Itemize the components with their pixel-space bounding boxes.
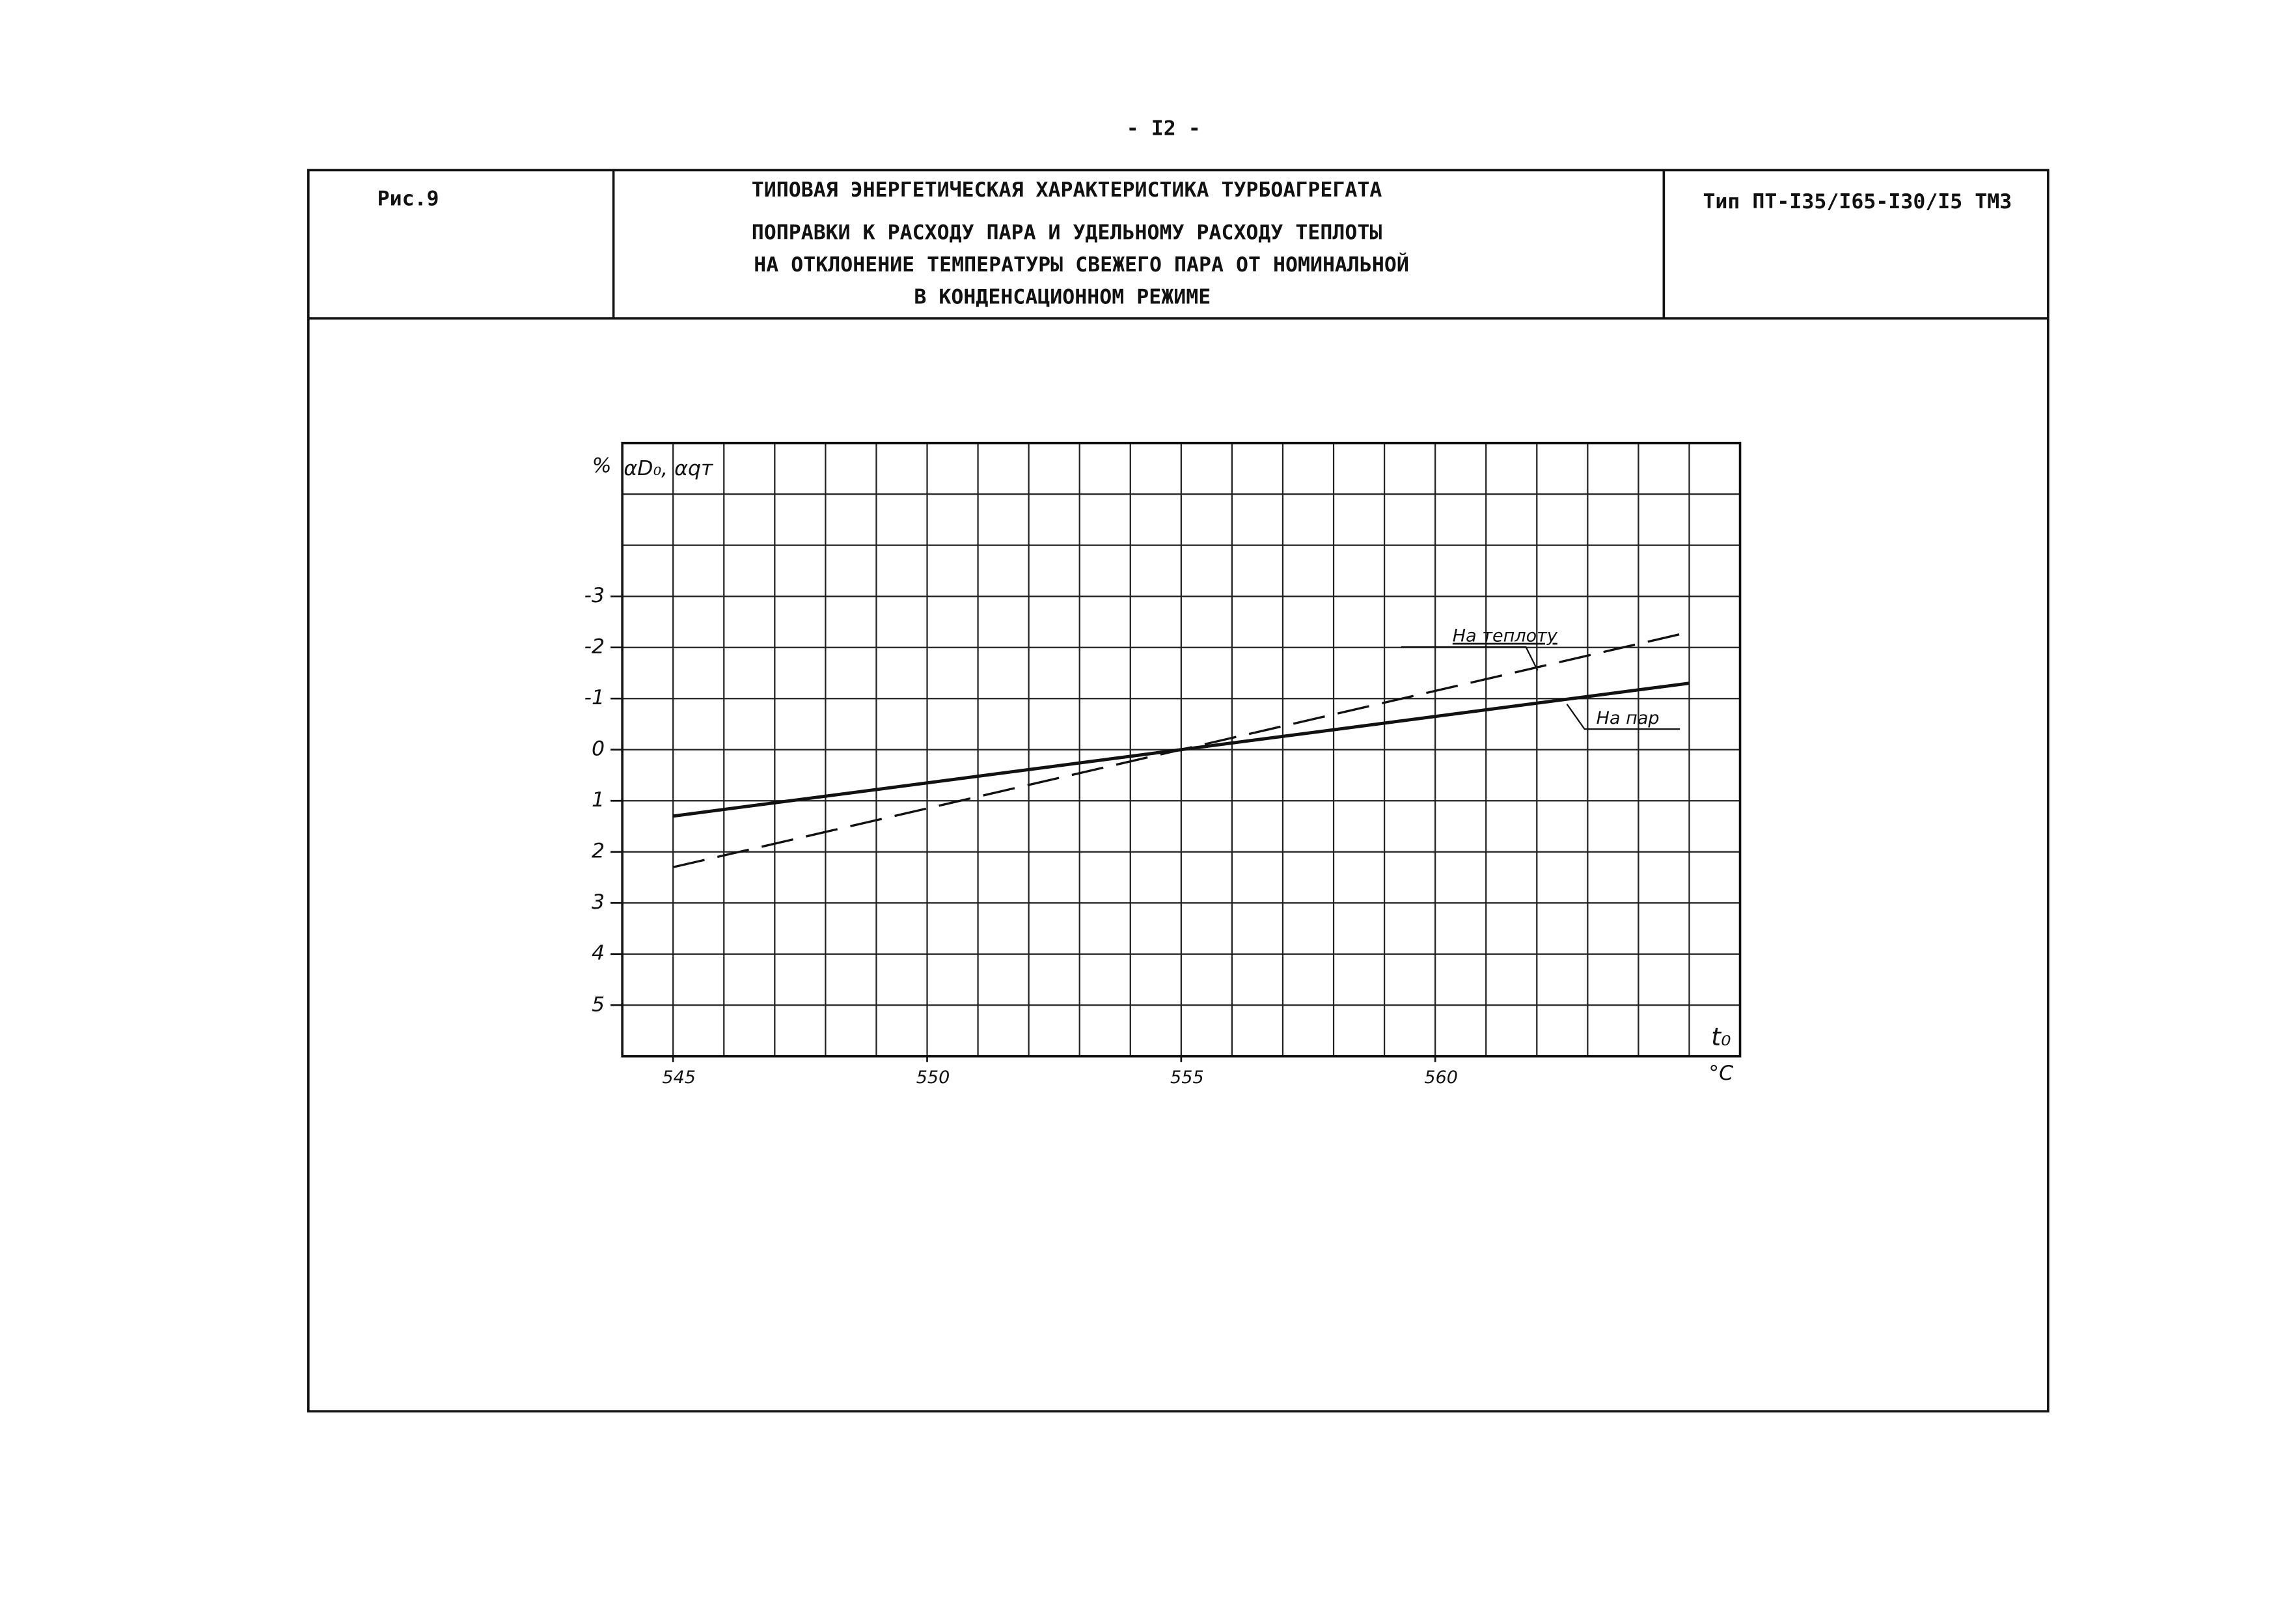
y-tick-label: -3 [584, 584, 605, 607]
header-title: НА ОТКЛОНЕНИЕ ТЕМПЕРАТУРЫ СВЕЖЕГО ПАРА О… [754, 252, 1409, 277]
chart: -3 -2 -1 0 1 2 3 4 5 545 550 555 560 [584, 441, 1742, 1088]
x-tick-label: 560 [1424, 1067, 1458, 1088]
x-tick-label: 555 [1170, 1067, 1204, 1088]
series-label: На теплоту [1453, 626, 1558, 646]
y-tick-label: 5 [592, 993, 605, 1016]
header-title: ПОПРАВКИ К РАСХОДУ ПАРА И УДЕЛЬНОМУ РАСХ… [752, 221, 1382, 244]
figure-label: Рис.9 [377, 187, 439, 211]
y-tick-label: -1 [584, 686, 605, 709]
y-tick-label: 3 [592, 890, 605, 914]
y-tick-label: -2 [584, 635, 605, 659]
x-tick-label: 550 [916, 1067, 950, 1088]
y-tick-label: 1 [592, 788, 605, 812]
y-tick-label: 0 [592, 737, 605, 761]
x-tick-label: 545 [662, 1067, 696, 1088]
series-line [672, 631, 1690, 868]
turbine-type: Тип ПТ-I35/I65-I30/I5 ТМЗ [1703, 190, 2012, 213]
header-title: В КОНДЕНСАЦИОННОМ РЕЖИМЕ [914, 286, 1211, 309]
frame [307, 169, 2049, 1412]
y-axis-label: αD₀, αqт [624, 457, 714, 480]
leader [1566, 704, 1680, 730]
page-number: - I2 - [1127, 117, 1201, 140]
x-unit: °C [1708, 1062, 1733, 1085]
header-title: ТИПОВАЯ ЭНЕРГЕТИЧЕСКАЯ ХАРАКТЕРИСТИКА ТУ… [752, 178, 1382, 202]
x-axis-label: t₀ [1711, 1023, 1731, 1052]
y-unit: % [592, 454, 612, 478]
series-label: На пар [1597, 708, 1660, 728]
y-tick-label: 2 [592, 840, 605, 863]
y-tick-label: 4 [592, 942, 605, 965]
leader [1401, 646, 1539, 671]
